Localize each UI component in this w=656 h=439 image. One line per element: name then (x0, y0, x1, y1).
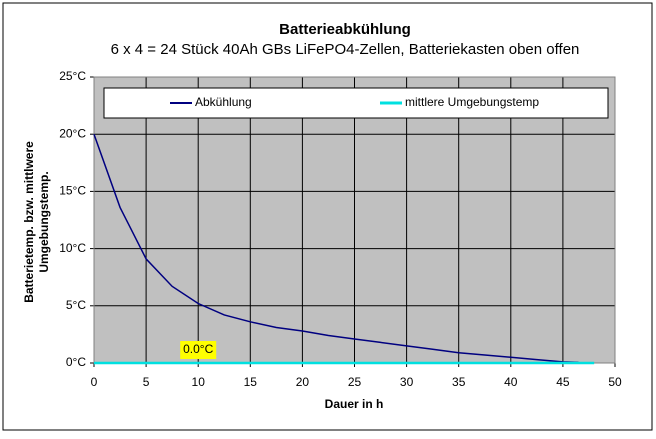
data-label-box (180, 341, 217, 359)
y-tick-label: 5°C (66, 298, 86, 312)
x-axis-label: Dauer in h (325, 397, 384, 411)
y-axis-label-line: Umgebungstemp. (37, 171, 51, 272)
line (93, 133, 579, 364)
legend-label: mittlere Umgebungstemp (405, 95, 539, 109)
x-tick-label: 35 (452, 375, 466, 389)
chart-subtitle: 6 x 4 = 24 Stück 40Ah GBs LiFePO4-Zellen… (111, 41, 580, 58)
y-tick-label: 0°C (66, 355, 86, 369)
chart-title: Batterieabkühlung (279, 21, 411, 38)
x-tick-label: 15 (244, 375, 258, 389)
y-tick-label: 25°C (59, 69, 86, 83)
x-tick-label: 10 (192, 375, 206, 389)
x-tick-label: 50 (608, 375, 622, 389)
y-tick-label: 15°C (59, 184, 86, 198)
y-axis-label: Batterietemp. bzw. mittlwere Umgebungste… (22, 141, 51, 303)
legend-label: Abkühlung (195, 95, 252, 109)
y-tick-label: 10°C (59, 241, 86, 255)
data-label: 0.0°C (183, 342, 213, 356)
y-tick-label: 20°C (59, 126, 86, 140)
x-tick-label: 45 (556, 375, 570, 389)
y-axis-label-line: Batterietemp. bzw. mittlwere (22, 141, 36, 303)
x-tick-label: 30 (400, 375, 414, 389)
x-tick-label: 40 (504, 375, 518, 389)
x-tick-label: 0 (91, 375, 98, 389)
x-tick-label: 25 (348, 375, 362, 389)
x-tick-label: 5 (143, 375, 150, 389)
x-tick-label: 20 (296, 375, 310, 389)
